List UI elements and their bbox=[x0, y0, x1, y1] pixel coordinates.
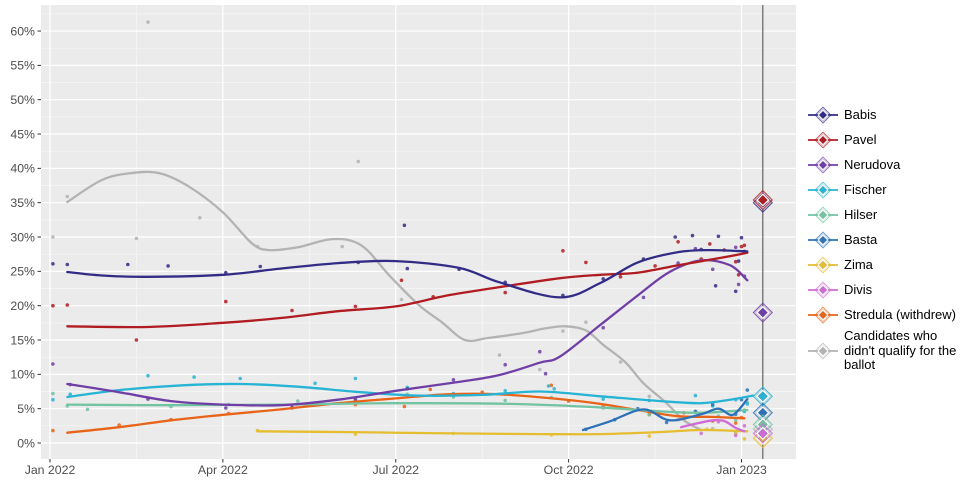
legend-label-pavel: Pavel bbox=[844, 131, 877, 147]
trend-line-divis bbox=[679, 418, 746, 433]
legend-label-divis: Divis bbox=[844, 281, 873, 297]
y-tick-label: 35% bbox=[10, 196, 35, 210]
trend-line-zima bbox=[256, 428, 749, 436]
trend-line-fischer bbox=[66, 382, 755, 405]
pavel-legend-marker-icon bbox=[808, 131, 838, 149]
babis-legend-marker-icon bbox=[808, 106, 838, 124]
legend-label-basta: Basta bbox=[844, 231, 878, 247]
trend-line-nerudova bbox=[66, 258, 749, 407]
legend-label-hilser: Hilser bbox=[844, 206, 878, 222]
legend-item-fischer: Fischer bbox=[806, 179, 960, 201]
gridlines-minor bbox=[41, 5, 796, 459]
legend-item-pavel: Pavel bbox=[806, 129, 960, 151]
y-tick-label: 5% bbox=[17, 402, 35, 416]
zima-legend-marker-icon bbox=[808, 256, 838, 274]
y-tick-label: 10% bbox=[10, 368, 35, 382]
y-tick-label: 15% bbox=[10, 333, 35, 347]
divis-legend-marker-icon bbox=[808, 281, 838, 299]
legend-item-basta: Basta bbox=[806, 229, 960, 251]
result-markers bbox=[752, 189, 774, 449]
x-tick-label: Jan 2023 bbox=[716, 463, 767, 477]
legend-item-babis: Babis bbox=[806, 104, 960, 126]
x-tick-label: Oct 2022 bbox=[544, 463, 594, 477]
result-diamond-nerudova bbox=[752, 302, 774, 323]
trend-line-babis bbox=[66, 248, 749, 299]
trend-lines bbox=[66, 170, 755, 436]
y-tick-label: 40% bbox=[10, 162, 35, 176]
legend-item-nerudova: Nerudova bbox=[806, 154, 960, 176]
y-tick-label: 55% bbox=[10, 59, 35, 73]
x-tick-label: Jan 2022 bbox=[25, 463, 76, 477]
legend-label-gray: Candidates who didn't qualify for the ba… bbox=[844, 328, 957, 372]
legend-label-stredula: Stredula (withdrew) bbox=[844, 306, 956, 322]
trend-line-gray bbox=[66, 170, 703, 432]
trend-line-basta bbox=[581, 397, 749, 432]
gray-legend-marker-icon bbox=[808, 342, 838, 360]
result-diamond-basta bbox=[752, 402, 774, 423]
legend-label-fischer: Fischer bbox=[844, 181, 887, 197]
axes: 0% 5% 10% 15% 20% 25% 30% 35% 40% 45% 50% 55% 60% Jan… bbox=[10, 24, 767, 477]
stredula-legend-marker-icon bbox=[808, 306, 838, 324]
legend-item-zima: Zima bbox=[806, 254, 960, 276]
y-tick-label: 0% bbox=[17, 436, 35, 450]
trend-line-hilser bbox=[66, 402, 749, 414]
trend-line-stredula bbox=[66, 392, 746, 434]
legend-item-gray: Candidates who didn't qualify for the ba… bbox=[806, 328, 960, 373]
plot-panel bbox=[41, 5, 796, 459]
fischer-legend-marker-icon bbox=[808, 181, 838, 199]
legend-item-divis: Divis bbox=[806, 279, 960, 301]
y-tick-label: 20% bbox=[10, 299, 35, 313]
y-tick-label: 30% bbox=[10, 230, 35, 244]
y-tick-label: 45% bbox=[10, 127, 35, 141]
legend-label-babis: Babis bbox=[844, 106, 877, 122]
x-tick-label: Jul 2022 bbox=[373, 463, 420, 477]
result-diamond-pavel bbox=[752, 189, 774, 211]
chart-legend: Babis Pavel Nerudova Fischer Hilser Basta Zima… bbox=[806, 104, 960, 373]
y-tick-label: 25% bbox=[10, 265, 35, 279]
y-tick-label: 50% bbox=[10, 93, 35, 107]
nerudova-legend-marker-icon bbox=[808, 156, 838, 174]
legend-item-stredula: Stredula (withdrew) bbox=[806, 304, 960, 326]
basta-legend-marker-icon bbox=[808, 231, 838, 249]
result-diamond-divis bbox=[752, 423, 774, 444]
y-tick-label: 60% bbox=[10, 24, 35, 38]
legend-item-hilser: Hilser bbox=[806, 204, 960, 226]
x-tick-label: Apr 2022 bbox=[198, 463, 248, 477]
legend-label-nerudova: Nerudova bbox=[844, 156, 901, 172]
hilser-legend-marker-icon bbox=[808, 206, 838, 224]
trend-line-pavel bbox=[66, 251, 749, 329]
result-diamond-fischer bbox=[752, 386, 774, 407]
legend-label-zima: Zima bbox=[844, 256, 873, 272]
